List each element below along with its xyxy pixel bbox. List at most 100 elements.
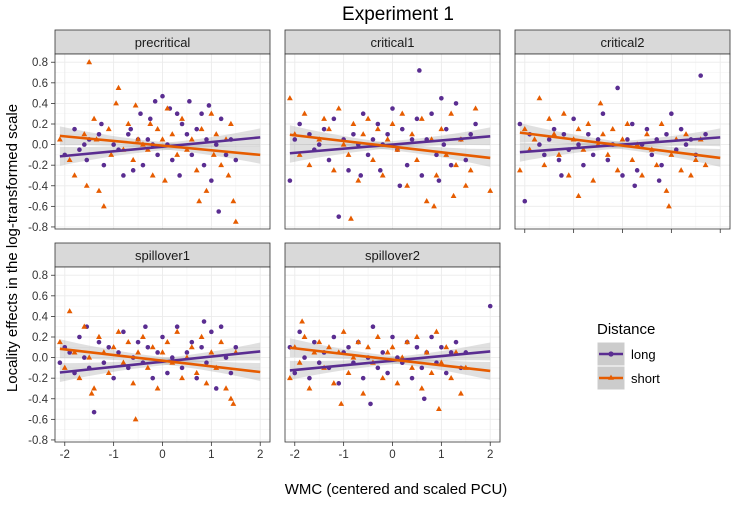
data-point-short (575, 192, 582, 199)
data-point-short (399, 354, 406, 360)
data-point-long (585, 131, 591, 137)
data-point-long (346, 168, 351, 173)
x-tick-label: -1 (109, 449, 119, 461)
panel-critical2: critical2 (514, 29, 731, 233)
data-point-short (556, 151, 562, 157)
data-point-long (179, 365, 185, 371)
data-point-long (297, 121, 302, 127)
data-point-long (360, 111, 366, 117)
data-point-short (374, 333, 381, 339)
data-point-short (692, 156, 699, 163)
y-tick-label: 0.8 (32, 57, 48, 69)
data-point-short (61, 364, 68, 370)
x-tick-label: 2 (257, 449, 263, 461)
data-point-long (421, 396, 427, 402)
data-point-short (702, 161, 709, 168)
data-point-short (619, 136, 626, 142)
data-point-short (560, 110, 567, 116)
data-point-short (130, 156, 137, 163)
data-point-short (600, 131, 606, 137)
data-point-long (522, 198, 528, 204)
chart-title: Experiment 1 (342, 4, 454, 25)
data-point-short (132, 416, 139, 422)
data-point-long (429, 334, 434, 340)
data-point-short (306, 385, 313, 391)
data-point-short (162, 177, 168, 183)
data-point-short (286, 95, 293, 101)
data-point-short (159, 349, 166, 355)
data-point-long (571, 116, 576, 122)
data-point-short (66, 156, 73, 163)
data-point-short (286, 374, 293, 381)
data-point-long (448, 162, 454, 168)
data-point-short (575, 125, 582, 132)
data-point-long (443, 370, 449, 376)
panel-strip-label: spillover1 (135, 248, 190, 263)
data-point-long (312, 339, 317, 345)
data-point-long (385, 131, 390, 137)
data-point-long (377, 168, 383, 173)
data-point-short (433, 328, 440, 334)
data-point-short (115, 328, 122, 334)
panel-strip-label: critical1 (370, 35, 414, 50)
data-point-long (155, 152, 160, 158)
data-point-short (105, 369, 112, 376)
data-point-short (423, 349, 430, 355)
data-point-long (321, 126, 327, 132)
data-point-short (81, 323, 88, 329)
data-point-short (174, 151, 181, 157)
data-point-long (453, 101, 459, 106)
x-axis-label: WMC (centered and scaled PCU) (285, 481, 508, 498)
data-point-long (116, 350, 121, 355)
data-point-short (580, 146, 587, 152)
data-point-short (431, 203, 437, 209)
data-point-short (164, 105, 171, 111)
data-point-long (189, 339, 195, 345)
data-point-short (394, 146, 401, 152)
data-point-short (443, 151, 450, 157)
panel-strip-label: precritical (135, 35, 191, 50)
data-point-long (698, 73, 703, 78)
y-axis-label: Locality effects in the log-transformed … (4, 104, 21, 392)
data-point-short (389, 120, 396, 126)
data-point-long (546, 137, 552, 142)
y-tick-label: 0.0 (32, 353, 48, 365)
panel-border (284, 53, 501, 230)
data-point-short (210, 151, 217, 157)
data-point-long (184, 350, 190, 355)
data-point-short (448, 110, 455, 116)
data-point-long (581, 162, 586, 168)
data-point-long (664, 131, 669, 137)
data-point-long (307, 375, 312, 381)
data-point-long (409, 137, 415, 142)
data-point-long (346, 344, 351, 350)
data-point-short (609, 125, 616, 132)
data-point-short (218, 338, 225, 345)
fit-line-short (289, 346, 491, 373)
data-point-short (546, 115, 553, 121)
data-point-long (152, 99, 158, 104)
data-point-short (521, 125, 528, 132)
data-point-long (397, 183, 403, 189)
data-point-short (683, 131, 689, 137)
data-point-short (472, 105, 479, 111)
data-point-short (330, 167, 337, 173)
x-tick-label: -2 (60, 449, 70, 461)
y-tick-label: -0.2 (28, 373, 48, 385)
data-point-short (374, 125, 381, 132)
data-point-long (204, 360, 209, 366)
data-point-short (316, 338, 323, 345)
data-point-long (556, 157, 562, 163)
data-point-short (443, 344, 450, 350)
data-point-long (473, 121, 478, 127)
data-point-short (228, 395, 234, 401)
data-point-short (370, 156, 376, 163)
data-point-long (385, 370, 390, 376)
data-point-short (135, 136, 141, 142)
data-point-long (370, 137, 376, 142)
x-tick-label: 0 (389, 449, 395, 461)
data-point-short (433, 172, 440, 178)
y-tick-label: 0.2 (32, 332, 48, 344)
data-point-long (84, 157, 90, 163)
data-point-short (154, 125, 161, 132)
